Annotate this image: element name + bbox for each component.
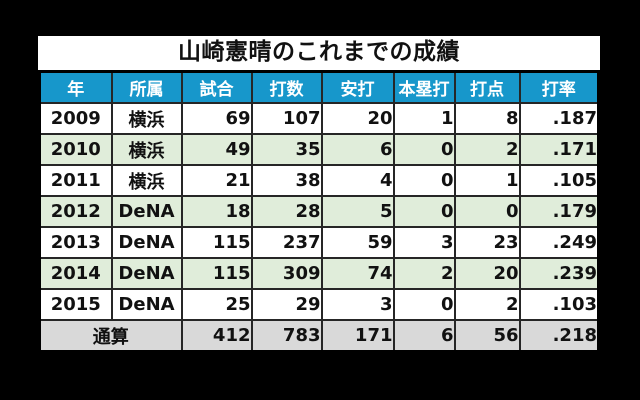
content-panel: 山崎憲晴のこれまでの成績 年 所属 試合 打数 安打 本塁打 打点 打率: [38, 36, 600, 353]
column-header-atbats: 打数: [250, 70, 323, 104]
stat-cell: 1: [453, 164, 521, 197]
total-label: 通算: [38, 319, 183, 353]
stat-cell: 2: [453, 133, 521, 166]
team-cell: 横浜: [110, 164, 183, 197]
table-row: 2013 DeNA 115 237 59 3 23 .249: [38, 226, 600, 259]
total-row: 通算 412 783 171 6 56 .218: [38, 319, 600, 353]
team-cell: DeNA: [110, 195, 183, 228]
column-header-homeruns: 本塁打: [392, 70, 456, 104]
table-row: 2011 横浜 21 38 4 0 1 .105: [38, 164, 600, 197]
stat-cell: 20: [453, 257, 521, 290]
stat-cell: 21: [180, 164, 253, 197]
stat-cell: 0: [392, 133, 456, 166]
stat-cell: 69: [180, 102, 253, 135]
stat-cell: 25: [180, 288, 253, 321]
total-stat-cell: 6: [392, 319, 456, 353]
stat-cell: 59: [320, 226, 395, 259]
stat-cell: 3: [320, 288, 395, 321]
stat-cell: .105: [518, 164, 600, 197]
stat-cell: .179: [518, 195, 600, 228]
stat-cell: 18: [180, 195, 253, 228]
stats-table: 年 所属 試合 打数 安打 本塁打 打点 打率 2009 横浜 69 107 2…: [38, 70, 600, 353]
total-stat-cell: 783: [250, 319, 323, 353]
total-stat-cell: .218: [518, 319, 600, 353]
table-row: 2010 横浜 49 35 6 0 2 .171: [38, 133, 600, 166]
stat-cell: 49: [180, 133, 253, 166]
stat-cell: 8: [453, 102, 521, 135]
table-row: 2012 DeNA 18 28 5 0 0 .179: [38, 195, 600, 228]
team-cell: 横浜: [110, 133, 183, 166]
stat-cell: 74: [320, 257, 395, 290]
stat-cell: 237: [250, 226, 323, 259]
column-header-average: 打率: [518, 70, 600, 104]
total-stat-cell: 412: [180, 319, 253, 353]
stat-cell: .249: [518, 226, 600, 259]
team-cell: DeNA: [110, 288, 183, 321]
column-header-hits: 安打: [320, 70, 395, 104]
year-cell: 2014: [38, 257, 113, 290]
total-stat-cell: 56: [453, 319, 521, 353]
stat-cell: 309: [250, 257, 323, 290]
stat-cell: 5: [320, 195, 395, 228]
stat-cell: 38: [250, 164, 323, 197]
stat-cell: 1: [392, 102, 456, 135]
stat-cell: 107: [250, 102, 323, 135]
stat-cell: .103: [518, 288, 600, 321]
stat-cell: .171: [518, 133, 600, 166]
stat-cell: 0: [453, 195, 521, 228]
column-header-year: 年: [38, 70, 113, 104]
column-header-games: 試合: [180, 70, 253, 104]
stat-cell: 35: [250, 133, 323, 166]
table-row: 2015 DeNA 25 29 3 0 2 .103: [38, 288, 600, 321]
page-title: 山崎憲晴のこれまでの成績: [178, 39, 460, 65]
year-cell: 2015: [38, 288, 113, 321]
table-row: 2009 横浜 69 107 20 1 8 .187: [38, 102, 600, 135]
stat-cell: 6: [320, 133, 395, 166]
team-cell: DeNA: [110, 226, 183, 259]
column-header-rbi: 打点: [453, 70, 521, 104]
stat-cell: 115: [180, 226, 253, 259]
total-stat-cell: 171: [320, 319, 395, 353]
team-cell: 横浜: [110, 102, 183, 135]
stat-cell: 20: [320, 102, 395, 135]
stat-cell: 0: [392, 288, 456, 321]
column-header-team: 所属: [110, 70, 183, 104]
year-cell: 2012: [38, 195, 113, 228]
header-row: 年 所属 試合 打数 安打 本塁打 打点 打率: [38, 70, 600, 104]
stat-cell: 0: [392, 195, 456, 228]
stat-cell: 2: [392, 257, 456, 290]
year-cell: 2010: [38, 133, 113, 166]
table-row: 2014 DeNA 115 309 74 2 20 .239: [38, 257, 600, 290]
stat-cell: 28: [250, 195, 323, 228]
stat-cell: .239: [518, 257, 600, 290]
stat-cell: 4: [320, 164, 395, 197]
stat-cell: 23: [453, 226, 521, 259]
stat-cell: .187: [518, 102, 600, 135]
stat-cell: 29: [250, 288, 323, 321]
stat-cell: 3: [392, 226, 456, 259]
year-cell: 2009: [38, 102, 113, 135]
stat-cell: 115: [180, 257, 253, 290]
year-cell: 2013: [38, 226, 113, 259]
stat-cell: 2: [453, 288, 521, 321]
stat-cell: 0: [392, 164, 456, 197]
team-cell: DeNA: [110, 257, 183, 290]
year-cell: 2011: [38, 164, 113, 197]
